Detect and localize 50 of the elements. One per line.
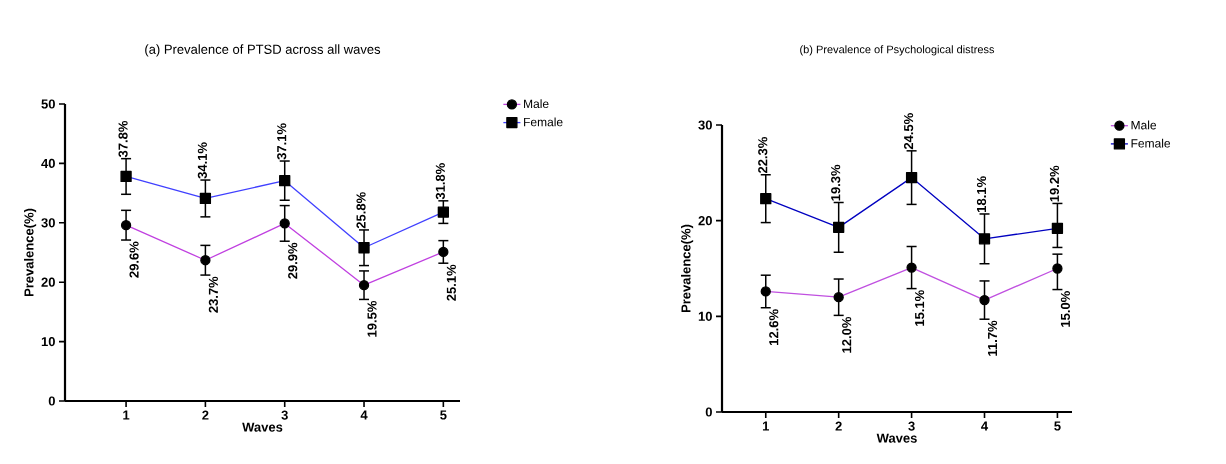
y-tick-label: 50 [41,99,55,109]
data-label: 25.1% [446,264,456,301]
data-label: 19.2% [1049,165,1060,202]
y-axis-title: Prevalence(%) [681,224,694,313]
data-label: 24.5% [903,113,914,150]
data-label: 34.1% [197,142,207,179]
y-tick-label: 30 [698,120,712,130]
data-label: 12.6% [769,309,779,345]
legend-label: Female [1131,138,1171,148]
data-label: 19.5% [367,300,377,337]
data-label: 15.0% [1060,291,1071,327]
y-tick-label: 0 [705,407,712,417]
data-label: 12.0% [842,316,852,353]
data-label: 15.1% [915,290,925,326]
data-label: 29.9% [288,242,298,279]
x-tick-label: 2 [835,421,842,431]
y-tick-label: 0 [48,396,55,406]
data-label: 25.8% [356,192,366,229]
y-tick-label: 20 [698,216,712,226]
x-axis-title: Waves [242,422,283,432]
data-label: 31.8% [435,163,445,200]
x-tick-label: 3 [908,421,915,431]
data-label: 22.3% [758,137,768,174]
x-tick-label: 1 [123,410,130,420]
y-tick-label: 30 [41,218,55,228]
x-axis-title: Waves [876,433,917,443]
chart-title: (a) Prevalence of PTSD across all waves [145,44,381,57]
y-tick-label: 10 [41,337,55,347]
x-tick-label: 3 [281,410,288,420]
y-tick-label: 10 [698,311,712,321]
data-label: 23.7% [208,276,218,313]
y-tick-label: 20 [41,277,55,287]
legend-label: Male [524,99,549,109]
data-label: 29.6% [129,241,139,278]
y-axis-title: Prevalence(%) [24,208,37,297]
data-label: 11.7% [987,320,998,356]
data-label: 37.8% [118,120,128,158]
x-tick-label: 4 [981,421,989,431]
x-tick-label: 2 [202,410,209,420]
x-tick-label: 5 [1054,421,1061,431]
chart-title: (b) Prevalence of Psychological distress [800,45,995,56]
data-label: 37.1% [277,123,287,160]
x-tick-label: 4 [360,410,368,420]
legend-label: Male [1131,120,1157,130]
y-tick-label: 40 [41,158,55,169]
data-label: 18.1% [976,176,987,212]
data-label: 19.3% [831,164,841,201]
x-tick-label: 1 [762,421,770,431]
x-tick-label: 5 [440,410,447,420]
legend-label: Female [524,117,563,127]
